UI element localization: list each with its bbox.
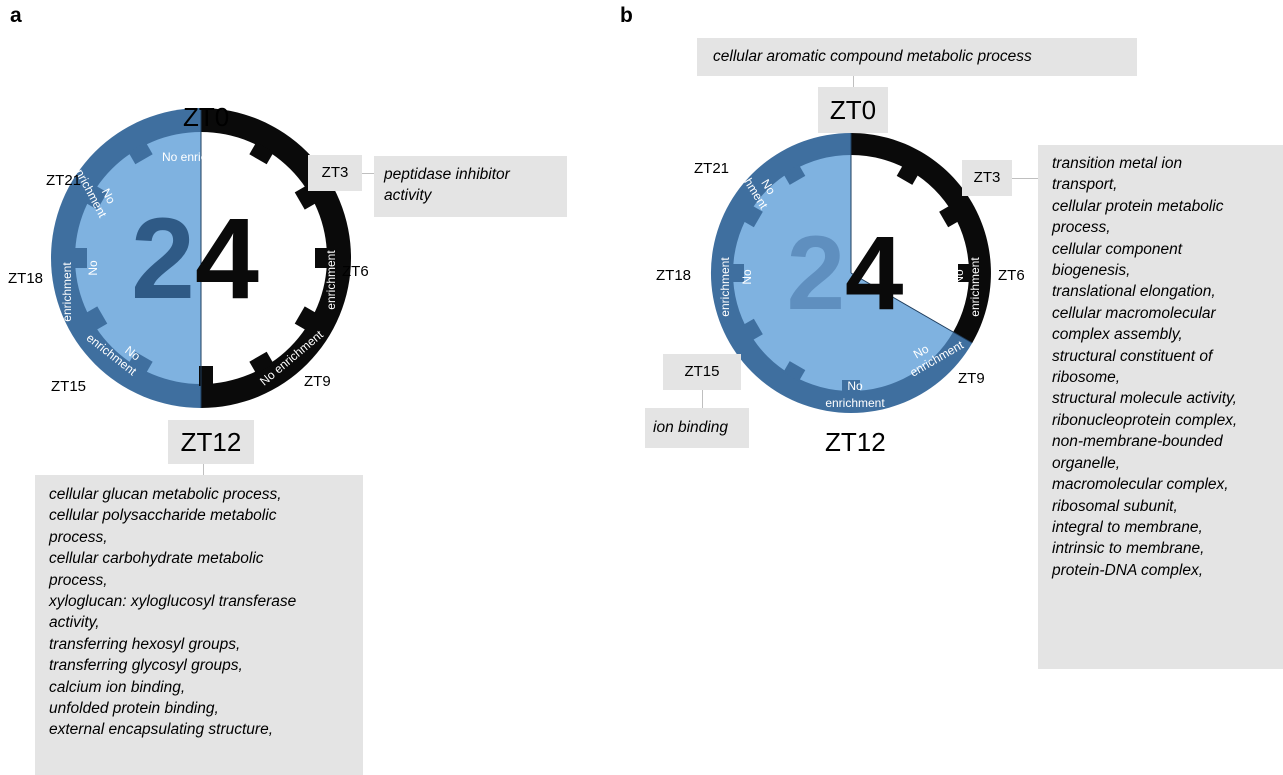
panel-a-clock-diagram: 2 4 No enrichment No enrichment No enric… bbox=[51, 108, 351, 408]
panel-a-zt9-label: ZT9 bbox=[304, 373, 331, 390]
panel-a-inner-left bbox=[75, 132, 201, 384]
panel-a-left-ticks bbox=[73, 142, 153, 374]
panel-b-numeral-2: 2 bbox=[787, 215, 845, 332]
panel-b-zt9-label: ZT9 bbox=[958, 370, 985, 387]
panel-a-inner-right bbox=[201, 132, 327, 384]
panel-b-zt3-label: ZT3 bbox=[962, 160, 1012, 196]
panel-a-zt3-label: ZT3 bbox=[308, 155, 362, 191]
panel-a-ring-label-left-no: No bbox=[86, 260, 100, 276]
panel-a-zt6-label: ZT6 bbox=[342, 263, 369, 280]
panel-a-zt12-label: ZT12 bbox=[168, 420, 254, 464]
panel-a-ring-label-ul-no: No bbox=[99, 186, 119, 206]
panel-a-letter: a bbox=[10, 4, 22, 27]
panel-b-zt15-terms: ion binding bbox=[645, 408, 749, 448]
panel-a-zt0-label: ZT0 bbox=[183, 102, 230, 132]
panel-b-zt15-connector bbox=[702, 390, 703, 408]
panel-b-letter: b bbox=[620, 4, 633, 27]
panel-a-zt3-terms: peptidase inhibitor activity bbox=[374, 156, 567, 217]
panel-a-zt3-connector bbox=[362, 173, 375, 174]
panel-a-numeral-4: 4 bbox=[195, 195, 259, 323]
panel-b-ring-label-left-enrich: enrichment bbox=[718, 257, 732, 317]
panel-b-inner-blue bbox=[733, 155, 954, 391]
panel-b-ring-label-right-no: No bbox=[952, 269, 966, 285]
panel-b-ring-label-lr-no: No bbox=[911, 341, 932, 361]
panel-b-inner-white bbox=[851, 155, 970, 332]
panel-a-zt12-terms: cellular glucan metabolic process, cellu… bbox=[35, 475, 363, 775]
panel-b-zt0-terms: cellular aromatic compound metabolic pro… bbox=[697, 38, 1137, 76]
panel-a-zt18-label: ZT18 bbox=[8, 270, 44, 287]
panel-b-clock-diagram: 2 4 No enrichment No enrichment No enric… bbox=[710, 133, 991, 413]
panel-a-zt12-connector bbox=[203, 464, 204, 476]
panel-b-ring-label-bottom-no: No bbox=[847, 379, 863, 393]
panel-a-zt15-label: ZT15 bbox=[51, 378, 87, 395]
panel-b-zt15-label: ZT15 bbox=[663, 354, 741, 390]
panel-b-zt18-label: ZT18 bbox=[656, 267, 692, 284]
panel-b-zt21-label: ZT21 bbox=[694, 160, 730, 177]
panel-b-zt12-label: ZT12 bbox=[825, 427, 886, 457]
panel-a-zt21-label: ZT21 bbox=[46, 172, 82, 189]
panel-b-left-ticks bbox=[731, 164, 860, 393]
panel-b-zt0-connector bbox=[853, 76, 854, 88]
panel-a-ring-label-left-enrich: enrichment bbox=[60, 262, 74, 322]
panel-b-ring-label-bottom-enrich: enrichment bbox=[825, 396, 885, 410]
panel-a-numeral-2: 2 bbox=[131, 195, 195, 323]
panel-b-ring-label-right-enrich: enrichment bbox=[968, 257, 982, 317]
panel-b-right-ticks bbox=[896, 164, 971, 282]
panel-a-right-ticks bbox=[199, 142, 329, 386]
panel-a-ring-label-right-no: No bbox=[294, 268, 308, 284]
panel-a-ring-label-top: No enrichment bbox=[162, 150, 241, 164]
panel-b-zt6-label: ZT6 bbox=[998, 267, 1025, 284]
panel-b-zt3-terms: transition metal ion transport, cellular… bbox=[1038, 145, 1283, 669]
panel-b-numeral-4: 4 bbox=[845, 215, 903, 332]
panel-b-zt3-connector bbox=[1012, 178, 1038, 179]
panel-b-ring-label-left-no: No bbox=[740, 269, 754, 285]
panel-b-zt0-label: ZT0 bbox=[818, 87, 888, 133]
panel-a-ring-label-right-enrich: enrichment bbox=[324, 250, 338, 310]
